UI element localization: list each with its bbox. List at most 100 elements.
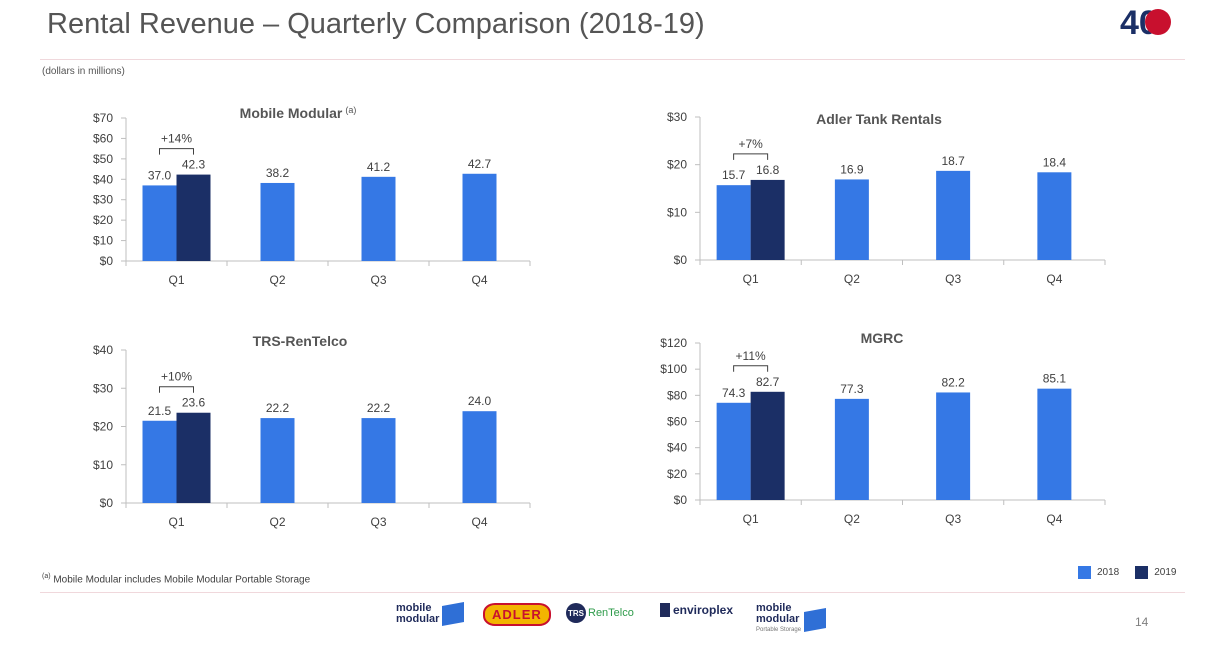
y-tick-label: $20: [667, 158, 687, 172]
footnote-text: Mobile Modular includes Mobile Modular P…: [53, 574, 311, 586]
growth-bracket: [159, 148, 194, 155]
bar-2019: [176, 174, 211, 261]
enviroplex-mark-icon: [660, 603, 670, 617]
y-tick-label: $0: [674, 253, 688, 267]
data-label-2019: 82.7: [756, 375, 780, 389]
anniversary-logo: 40: [1118, 2, 1174, 42]
trs-rentelco-logo: TRS RenTelco: [566, 603, 634, 623]
growth-annotation: +10%: [161, 370, 192, 384]
y-tick-label: $30: [93, 193, 113, 207]
chart-title-text: MGRC: [861, 330, 904, 346]
bar-2018: [142, 185, 177, 261]
data-label-2018: 22.2: [367, 401, 391, 415]
legend-swatch-2019: [1135, 566, 1149, 579]
y-tick-label: $120: [660, 336, 687, 350]
chart-title: MGRC: [861, 330, 904, 346]
bar-2018: [1037, 172, 1072, 260]
mmps-logo-line2: modular: [756, 613, 800, 625]
chart-mobile-modular: Mobile Modular (a) $0 $10 $20 $30 $40 $50 $60 $70…: [93, 105, 531, 287]
bar-2018: [260, 182, 295, 261]
y-tick-label: $40: [93, 343, 113, 357]
growth-bracket: [733, 153, 769, 160]
y-tick-label: $70: [93, 111, 113, 125]
bar-2018: [936, 170, 971, 260]
mmps-logo-line1: mobile: [756, 602, 792, 614]
bar-2018: [834, 179, 869, 260]
enviroplex-logo-text: enviroplex: [673, 603, 734, 617]
legend-item-2018: 2018: [1078, 566, 1119, 579]
x-tick-label: Q4: [1046, 512, 1062, 526]
footnote-marker: (a): [42, 573, 51, 580]
bar-2019: [750, 391, 785, 500]
chart-adler-tank-rentals: Adler Tank Rentals $0 $10 $20 $30 Q1 15.7 16.8 +…: [667, 110, 1106, 286]
x-tick-label: Q2: [269, 273, 285, 287]
trs-badge-icon: TRS: [566, 603, 586, 623]
chart-title: TRS-RenTelco: [253, 333, 348, 349]
x-tick-label: Q4: [1046, 272, 1062, 286]
adler-logo-text: ADLER: [483, 603, 551, 626]
bar-2018: [834, 398, 869, 500]
x-tick-label: Q3: [945, 272, 961, 286]
y-tick-label: $10: [93, 458, 113, 472]
trs-logo-text: RenTelco: [588, 607, 634, 619]
y-tick-label: $0: [100, 496, 114, 510]
chart-title: Adler Tank Rentals: [816, 111, 942, 127]
growth-annotation: +11%: [736, 349, 766, 363]
page-title: Rental Revenue – Quarterly Comparison (2…: [47, 8, 705, 40]
mm-logo-line2: modular: [396, 613, 440, 625]
x-tick-label: Q1: [168, 273, 184, 287]
data-label-2018: 42.7: [468, 157, 492, 171]
chart-title-text: Adler Tank Rentals: [816, 111, 942, 127]
mm-logo-line1: mobile: [396, 602, 432, 614]
chart-mgrc: MGRC $0 $20 $40 $60 $80 $100 $120 Q1 74.3 82.7 +11%…: [660, 330, 1106, 526]
y-tick-label: $40: [667, 441, 687, 455]
footer-divider: [40, 592, 1185, 593]
x-tick-label: Q4: [471, 515, 487, 529]
y-tick-label: $60: [667, 415, 687, 429]
y-tick-label: $20: [667, 467, 687, 481]
data-label-2018: 22.2: [266, 401, 290, 415]
bar-2019: [750, 179, 785, 260]
adler-logo: ADLER: [483, 603, 551, 626]
bar-2019: [176, 412, 211, 503]
footnote: (a) Mobile Modular includes Mobile Modul…: [42, 573, 310, 585]
mmps-logo-line3: Portable Storage: [756, 627, 802, 633]
y-tick-label: $30: [667, 110, 687, 124]
bar-2018: [462, 411, 497, 503]
x-tick-label: Q3: [370, 273, 386, 287]
x-tick-label: Q3: [945, 512, 961, 526]
growth-annotation: +14%: [161, 132, 192, 146]
data-label-2018: 74.3: [722, 386, 746, 400]
x-tick-label: Q1: [743, 512, 759, 526]
bar-2018: [716, 185, 751, 260]
chart-title-superscript: (a): [345, 105, 356, 115]
header-divider: [40, 59, 1185, 60]
growth-annotation: +7%: [738, 137, 763, 151]
bar-2018: [260, 418, 295, 503]
chart-title-text: Mobile Modular: [240, 105, 343, 121]
bar-2018: [462, 173, 497, 261]
legend-swatch-2018: [1078, 566, 1091, 579]
mobile-modular-logo: mobile modular: [396, 602, 465, 626]
data-label-2018: 85.1: [1043, 372, 1067, 386]
data-label-2018: 41.2: [367, 160, 391, 174]
chart-trs-rentelco: TRS-RenTelco $0 $10 $20 $30 $40 Q1 21.5 23.6 +10%…: [93, 333, 531, 529]
x-tick-label: Q1: [743, 272, 759, 286]
data-label-2018: 37.0: [148, 168, 172, 182]
data-label-2019: 23.6: [182, 396, 206, 410]
y-tick-label: $30: [93, 381, 113, 395]
x-tick-label: Q1: [168, 515, 184, 529]
bar-2018: [936, 392, 971, 500]
data-label-2018: 21.5: [148, 404, 172, 418]
mm-logo-box-icon: [442, 602, 465, 626]
y-tick-label: $60: [93, 131, 113, 145]
legend-label-2019: 2019: [1154, 567, 1177, 578]
chart-title: Mobile Modular (a): [240, 105, 357, 121]
y-tick-label: $0: [100, 254, 114, 268]
y-tick-label: $40: [93, 172, 113, 186]
anniversary-logo-icon: 40: [1120, 4, 1171, 42]
y-tick-label: $10: [93, 234, 113, 248]
x-tick-label: Q2: [844, 272, 860, 286]
data-label-2018: 18.7: [941, 154, 965, 168]
bar-2018: [716, 402, 751, 500]
